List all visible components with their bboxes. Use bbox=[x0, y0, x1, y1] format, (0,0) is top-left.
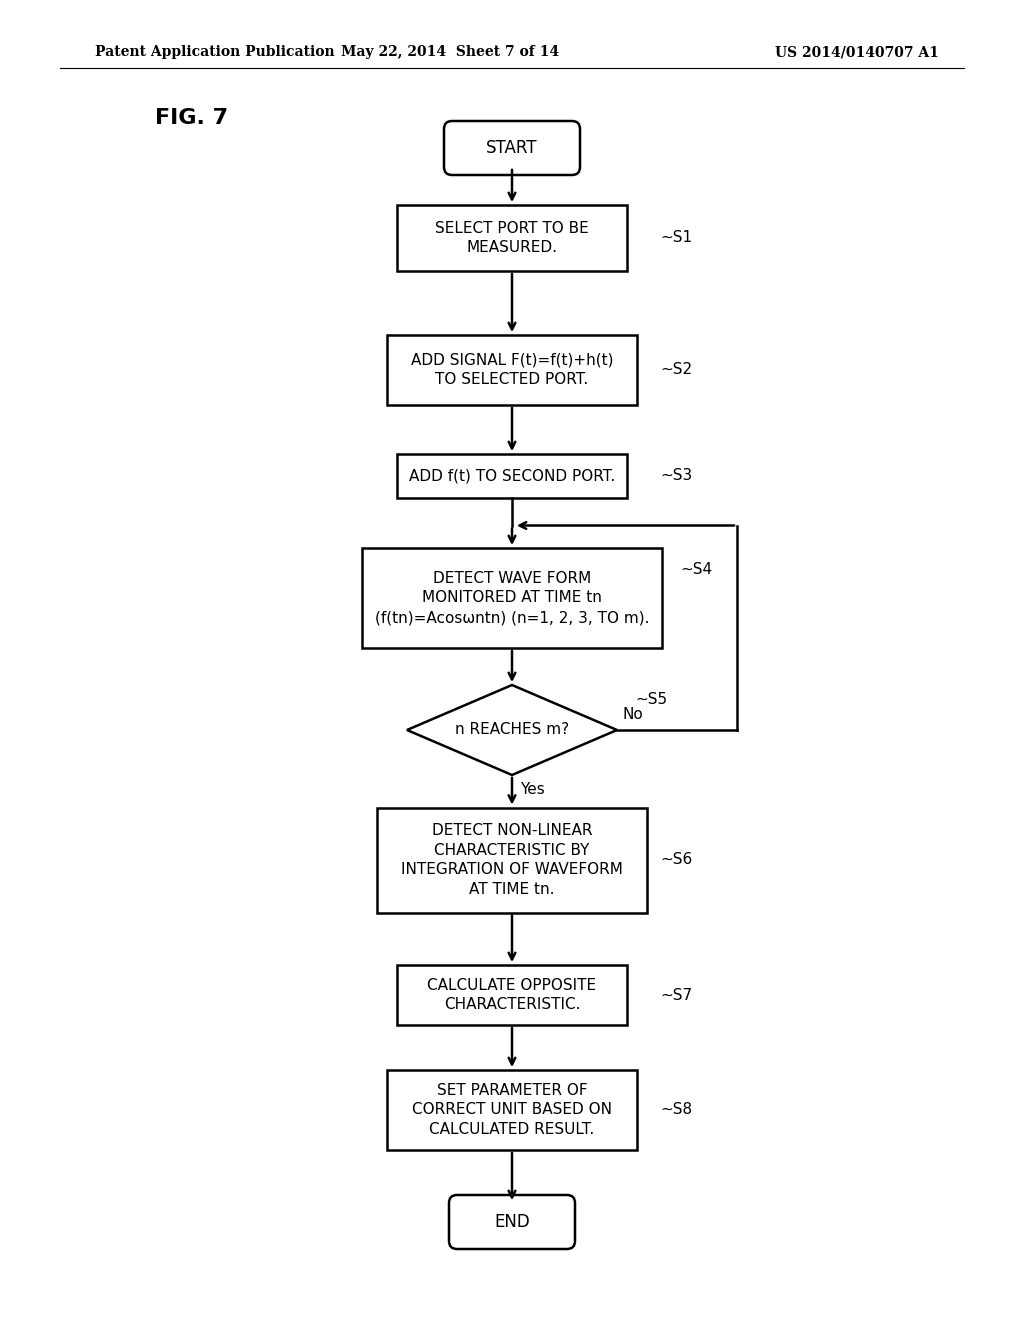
FancyBboxPatch shape bbox=[444, 121, 580, 176]
Text: ∼S1: ∼S1 bbox=[660, 231, 692, 246]
Polygon shape bbox=[407, 685, 617, 775]
Bar bbox=[362, 548, 662, 648]
Bar bbox=[377, 808, 647, 912]
Text: ∼S2: ∼S2 bbox=[660, 363, 692, 378]
Text: ∼S4: ∼S4 bbox=[680, 562, 712, 578]
Text: May 22, 2014  Sheet 7 of 14: May 22, 2014 Sheet 7 of 14 bbox=[341, 45, 560, 59]
Text: DETECT WAVE FORM
MONITORED AT TIME tn
(f(tn)=Acosωntn) (n=1, 2, 3, TO m).: DETECT WAVE FORM MONITORED AT TIME tn (f… bbox=[375, 570, 649, 626]
Bar bbox=[397, 965, 627, 1026]
Text: US 2014/0140707 A1: US 2014/0140707 A1 bbox=[775, 45, 939, 59]
Text: END: END bbox=[495, 1213, 529, 1232]
Text: ADD f(t) TO SECOND PORT.: ADD f(t) TO SECOND PORT. bbox=[409, 469, 615, 483]
Text: ∼S6: ∼S6 bbox=[660, 853, 692, 867]
Bar bbox=[387, 335, 637, 405]
Text: ADD SIGNAL F(t)=f(t)+h(t)
TO SELECTED PORT.: ADD SIGNAL F(t)=f(t)+h(t) TO SELECTED PO… bbox=[411, 352, 613, 387]
Text: FIG. 7: FIG. 7 bbox=[155, 108, 228, 128]
Bar bbox=[397, 454, 627, 498]
FancyBboxPatch shape bbox=[449, 1195, 575, 1249]
Text: SELECT PORT TO BE
MEASURED.: SELECT PORT TO BE MEASURED. bbox=[435, 220, 589, 255]
Text: SET PARAMETER OF
CORRECT UNIT BASED ON
CALCULATED RESULT.: SET PARAMETER OF CORRECT UNIT BASED ON C… bbox=[412, 1082, 612, 1138]
Text: n REACHES m?: n REACHES m? bbox=[455, 722, 569, 738]
Text: ∼S3: ∼S3 bbox=[660, 469, 692, 483]
Text: Patent Application Publication: Patent Application Publication bbox=[95, 45, 335, 59]
Text: DETECT NON-LINEAR
CHARACTERISTIC BY
INTEGRATION OF WAVEFORM
AT TIME tn.: DETECT NON-LINEAR CHARACTERISTIC BY INTE… bbox=[401, 822, 623, 898]
Text: START: START bbox=[486, 139, 538, 157]
Text: ∼S7: ∼S7 bbox=[660, 987, 692, 1002]
Text: No: No bbox=[622, 708, 643, 722]
Text: ∼S8: ∼S8 bbox=[660, 1102, 692, 1118]
Text: ∼S5: ∼S5 bbox=[635, 693, 667, 708]
Bar bbox=[387, 1071, 637, 1150]
Text: Yes: Yes bbox=[520, 783, 545, 797]
Text: CALCULATE OPPOSITE
CHARACTERISTIC.: CALCULATE OPPOSITE CHARACTERISTIC. bbox=[427, 978, 597, 1012]
Bar bbox=[397, 205, 627, 271]
